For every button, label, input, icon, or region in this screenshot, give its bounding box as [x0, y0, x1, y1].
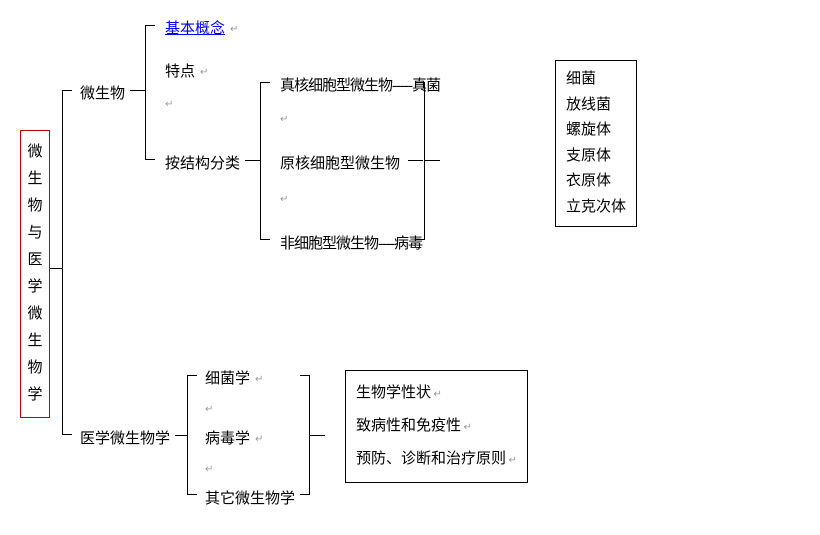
- link-basic-concept[interactable]: 基本概念: [165, 17, 225, 38]
- root-char: 生: [27, 328, 42, 355]
- bracket-branch2: [187, 375, 197, 495]
- list-item: 立克次体: [566, 195, 626, 221]
- bracket-branch1: [145, 25, 155, 160]
- node-label: 按结构分类: [165, 152, 240, 173]
- list-item: 细菌: [566, 67, 626, 93]
- bracket-classify: [260, 82, 270, 240]
- node-label: 病毒学: [205, 427, 250, 448]
- return-mark: ↵: [165, 95, 173, 112]
- root-char: 微: [27, 139, 42, 166]
- list-item: 衣原体: [566, 169, 626, 195]
- bracket-medstudy-close: [300, 375, 310, 495]
- node-label: 细菌学: [205, 367, 250, 388]
- connector: [130, 90, 145, 91]
- medstudy-box: 生物学性状 ↵ 致病性和免疫性 ↵ 预防、诊断和治疗原则 ↵: [345, 370, 528, 483]
- connector: [245, 160, 260, 161]
- bracket-prok: [415, 82, 425, 240]
- return-mark: ↵: [255, 430, 263, 447]
- return-mark: ↵: [280, 190, 288, 207]
- root-box: 微 生 物 与 医 学 微 生 物 学: [20, 130, 50, 418]
- branch-label: 医学微生物学: [80, 427, 170, 448]
- connector: [175, 435, 187, 436]
- root-char: 学: [27, 382, 42, 409]
- root-char: 学: [27, 274, 42, 301]
- node-label: 特点: [165, 60, 195, 81]
- list-item: 放线菌: [566, 93, 626, 119]
- list-item-text: 生物学性状: [356, 385, 431, 401]
- return-mark: ↵: [200, 63, 208, 80]
- return-mark: ↵: [205, 400, 213, 417]
- return-mark: ↵: [255, 370, 263, 387]
- root-char: 生: [27, 166, 42, 193]
- node-label: 其它微生物学: [205, 487, 295, 508]
- return-mark: ↵: [280, 110, 288, 127]
- connector: [310, 435, 325, 436]
- connector: [425, 160, 440, 161]
- list-item: 支原体: [566, 144, 626, 170]
- root-char: 物: [27, 193, 42, 220]
- list-item: 生物学性状 ↵: [356, 377, 517, 410]
- return-mark: ↵: [205, 460, 213, 477]
- list-item-text: 预防、诊断和治疗原则: [356, 451, 506, 467]
- node-label: 非细胞型微生物----病毒: [280, 232, 422, 253]
- list-item: 致病性和免疫性 ↵: [356, 410, 517, 443]
- root-char: 微: [27, 301, 42, 328]
- branch-label: 微生物: [80, 82, 125, 103]
- return-mark: ↵: [230, 20, 238, 37]
- list-item-text: 致病性和免疫性: [356, 418, 461, 434]
- prokaryote-box: 细菌 放线菌 螺旋体 支原体 衣原体 立克次体: [555, 60, 637, 227]
- connector: [50, 268, 62, 269]
- list-item: 螺旋体: [566, 118, 626, 144]
- root-char: 物: [27, 355, 42, 382]
- bracket-main: [62, 90, 72, 435]
- node-label: 原核细胞型微生物: [280, 152, 400, 173]
- list-item: 预防、诊断和治疗原则 ↵: [356, 443, 517, 476]
- root-char: 医: [27, 247, 42, 274]
- root-char: 与: [27, 220, 42, 247]
